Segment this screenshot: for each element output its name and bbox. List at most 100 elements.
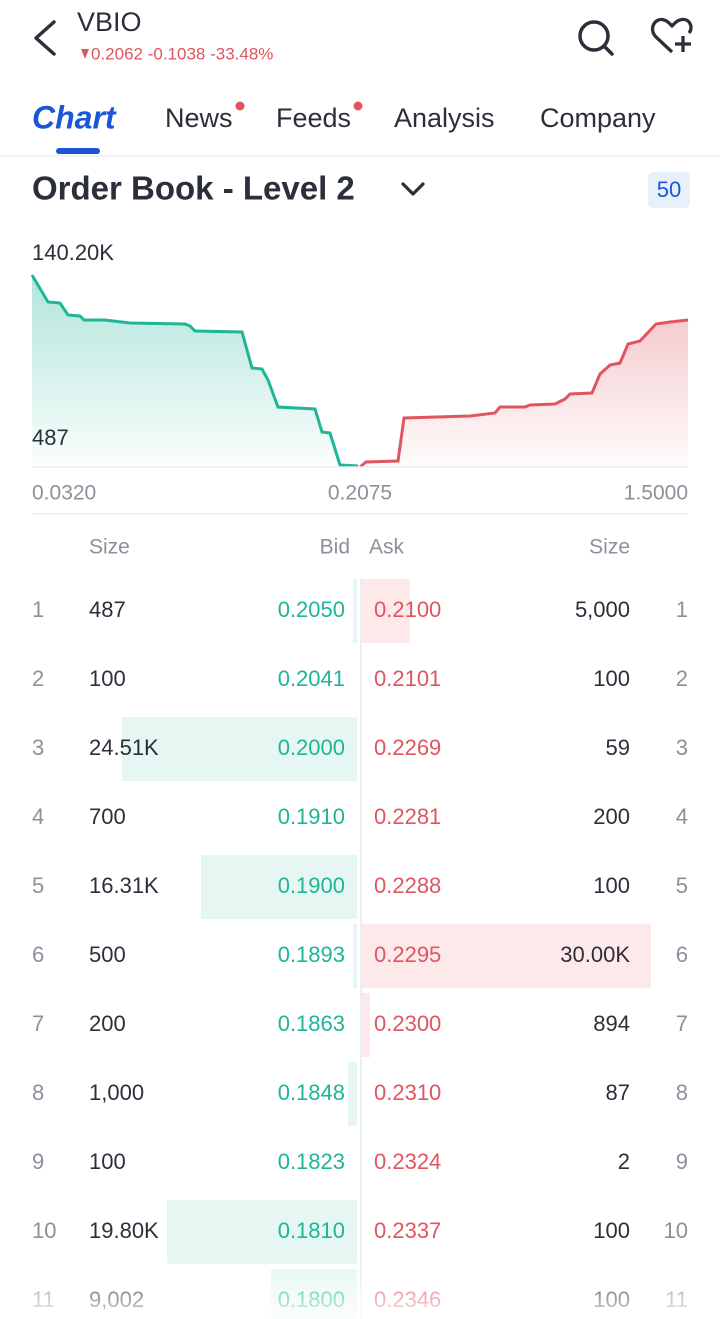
y-min-label: 487 [32, 425, 69, 450]
ask-size: 87 [606, 1080, 630, 1105]
row-rank: 9 [32, 1149, 44, 1174]
bid-price: 0.1863 [278, 1011, 345, 1036]
row-rank: 4 [32, 804, 44, 829]
ask-price: 0.2310 [374, 1080, 441, 1105]
bid-area [32, 275, 358, 467]
row-rank: 6 [32, 942, 44, 967]
bottom-fade [0, 1260, 720, 1319]
search-button[interactable] [578, 20, 614, 56]
ask-size: 5,000 [575, 597, 630, 622]
bid-size: 1,000 [89, 1080, 144, 1105]
bid-price: 0.2041 [278, 666, 345, 691]
bid-size: 200 [89, 1011, 126, 1036]
row-rank: 6 [676, 942, 688, 967]
row-rank: 1 [32, 597, 44, 622]
row-rank: 8 [32, 1080, 44, 1105]
ask-size: 30.00K [560, 942, 630, 967]
row-rank: 3 [676, 735, 688, 760]
bid-size: 100 [89, 1149, 126, 1174]
row-rank: 2 [676, 666, 688, 691]
row-rank: 5 [32, 873, 44, 898]
ask-size: 100 [593, 873, 630, 898]
bid-price: 0.1848 [278, 1080, 345, 1105]
row-rank: 1 [676, 597, 688, 622]
symbol: VBIO [77, 7, 142, 37]
dropdown-chevron[interactable] [401, 182, 425, 196]
bid-size: 24.51K [89, 735, 159, 760]
back-button[interactable] [34, 20, 56, 56]
column-header: Bid [320, 536, 350, 559]
rows: 1 487 0.2050 0.2100 5,000 12 100 0.2041 0.2101 10… [32, 579, 688, 1319]
bid-depth-bar [201, 855, 357, 919]
section-title[interactable]: Order Book - Level 2 [32, 170, 355, 207]
bid-price: 0.1910 [278, 804, 345, 829]
bid-size: 487 [89, 597, 126, 622]
ask-price: 0.2324 [374, 1149, 441, 1174]
ask-area [360, 320, 688, 467]
row-rank: 4 [676, 804, 688, 829]
row-rank: 10 [32, 1218, 56, 1243]
ask-price: 0.2281 [374, 804, 441, 829]
ask-price: 0.2337 [374, 1218, 441, 1243]
ask-line [359, 318, 689, 469]
y-max-label: 140.20K [32, 240, 114, 265]
bid-size: 500 [89, 942, 126, 967]
row-rank: 5 [676, 873, 688, 898]
ask-depth-bar [362, 924, 651, 988]
badge-dot [235, 101, 245, 111]
ask-price: 0.2269 [374, 735, 441, 760]
bid-price: 0.1810 [278, 1218, 345, 1243]
tab-indicator [56, 148, 100, 154]
row-rank: 8 [676, 1080, 688, 1105]
bid-size: 16.31K [89, 873, 159, 898]
x-label: 1.5000 [624, 482, 688, 505]
row-rank: 7 [32, 1011, 44, 1036]
bid-price: 0.2000 [278, 735, 345, 760]
bid-price: 0.1900 [278, 873, 345, 898]
ask-size: 2 [618, 1149, 630, 1174]
column-header: Size [89, 536, 130, 559]
quote: 0.2062 -0.1038 -33.48% [91, 44, 273, 63]
bid-price: 0.2050 [278, 597, 345, 622]
ask-depth-bar [362, 579, 410, 643]
tab-news[interactable]: News [165, 103, 233, 133]
bid-depth-bar [348, 1062, 357, 1126]
tab-company[interactable]: Company [540, 103, 656, 133]
bid-price: 0.1823 [278, 1149, 345, 1174]
row-rank: 7 [676, 1011, 688, 1036]
tab-chart[interactable]: Chart [32, 99, 117, 135]
row-rank: 9 [676, 1149, 688, 1174]
ask-size: 59 [606, 735, 630, 760]
ask-price: 0.2295 [374, 942, 441, 967]
bid-depth-bar [353, 924, 357, 988]
bid-depth-bar [167, 1200, 357, 1264]
x-label: 0.0320 [32, 482, 96, 505]
ask-depth-bar [362, 993, 370, 1057]
ask-size: 894 [593, 1011, 630, 1036]
watchlist-button[interactable] [650, 17, 693, 54]
badge-dot [353, 101, 363, 111]
depth-badge[interactable] [648, 172, 690, 208]
bid-depth-bar [122, 717, 357, 781]
bid-size: 100 [89, 666, 126, 691]
ask-price: 0.2100 [374, 597, 441, 622]
tab-analysis[interactable]: Analysis [394, 103, 495, 133]
ask-price: 0.2101 [374, 666, 441, 691]
bid-depth-bar [353, 579, 357, 643]
tab-feeds[interactable]: Feeds [276, 103, 351, 133]
down-arrow [81, 49, 89, 59]
bid-price: 0.1893 [278, 942, 345, 967]
depth-count: 50 [657, 177, 681, 202]
row-rank: 3 [32, 735, 44, 760]
row-rank: 2 [32, 666, 44, 691]
ask-price: 0.2288 [374, 873, 441, 898]
row-rank: 10 [664, 1218, 688, 1243]
ask-size: 100 [593, 1218, 630, 1243]
bid-size: 19.80K [89, 1218, 159, 1243]
bid-size: 700 [89, 804, 126, 829]
ask-size: 100 [593, 666, 630, 691]
ask-size: 200 [593, 804, 630, 829]
column-header: Size [589, 536, 630, 559]
